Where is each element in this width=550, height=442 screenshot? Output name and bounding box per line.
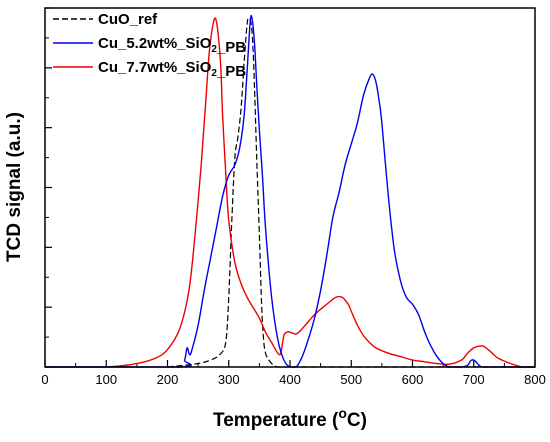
y-axis-label: TCD signal (a.u.) [4,112,25,262]
legend-label-part: _PB [216,39,246,56]
x-tick-label: 600 [402,372,424,387]
legend-label: Cu_5.2wt%_SiO2_PB [98,35,246,56]
legend-label-part: CuO_ref [98,11,158,28]
x-tick-label: 100 [95,372,117,387]
series-line-3 [45,17,535,368]
legend-label: Cu_7.7wt%_SiO2_PB [98,59,246,80]
legend-label: CuO_ref [98,11,158,28]
x-tick-label: 800 [524,372,546,387]
legend-label-subscript: 2 [211,44,217,55]
legend-label-part: Cu_5.2wt%_SiO [98,35,212,52]
legend-label-part: _PB [216,63,246,80]
x-tick-label: 700 [463,372,485,387]
x-axis-label-degree: o [338,405,347,421]
x-tick-label: 0 [41,372,48,387]
x-axis-label: Temperature (oC) [213,405,367,431]
x-axis-label-unit: C) [347,410,367,431]
x-axis-label-main: Temperature ( [213,410,339,431]
plot-area-frame [44,7,536,368]
x-tick-label: 200 [157,372,179,387]
legend-label-part: Cu_7.7wt%_SiO [98,59,212,76]
legend-label-subscript: 2 [211,68,217,79]
x-tick-label: 300 [218,372,240,387]
series-layer [45,14,535,368]
x-tick-label: 500 [340,372,362,387]
series-line-2 [45,14,535,368]
x-tick-label: 400 [279,372,301,387]
ticks-layer: 0 100 200 300 400 500 600 700 800 [41,7,546,387]
legend: CuO_refCu_5.2wt%_SiO2_PBCu_7.7wt%_SiO2_P… [53,11,246,80]
